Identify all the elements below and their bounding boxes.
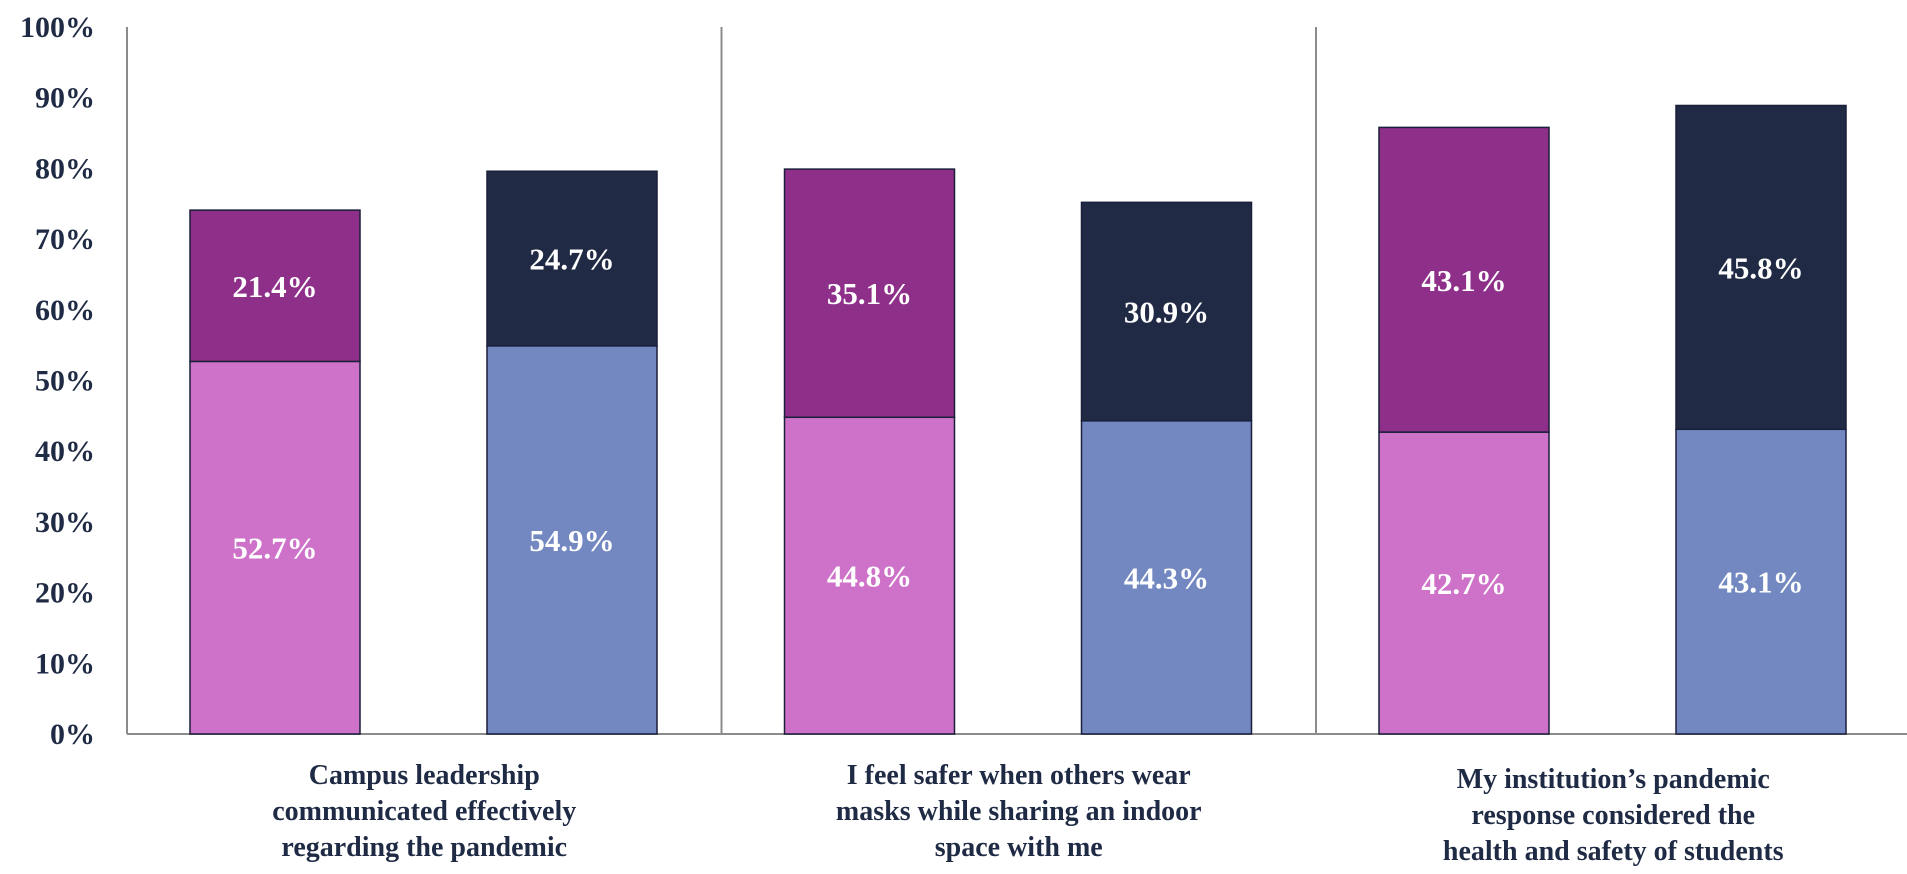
y-tick-label: 40% <box>35 435 95 468</box>
data-label: 43.1% <box>1421 263 1506 298</box>
data-label: 54.9% <box>529 523 614 558</box>
x-category-label: Campus leadership communicated effectivel… <box>184 758 664 866</box>
x-category-label-line: response considered the <box>1471 800 1756 831</box>
bar-segment-bottom <box>1378 431 1550 735</box>
data-label: 21.4% <box>232 269 317 304</box>
bar-segment-bottom <box>486 345 658 735</box>
data-label: 44.3% <box>1124 560 1209 595</box>
bar-segment-top <box>486 170 658 347</box>
data-label: 24.7% <box>529 242 614 277</box>
y-tick-label: 100% <box>20 11 95 44</box>
y-tick-label: 90% <box>35 82 95 115</box>
x-category-label-line: space with me <box>934 832 1103 863</box>
y-tick-label: 20% <box>35 577 95 610</box>
bar-segment-bottom <box>783 416 956 735</box>
bar-segment-bottom <box>1675 428 1847 735</box>
data-label: 35.1% <box>827 276 912 311</box>
x-category-label-line: My institution’s pandemic <box>1456 764 1770 795</box>
bar-segment-top <box>1675 104 1847 431</box>
bar-segment-bottom <box>1080 420 1253 735</box>
y-tick-label: 50% <box>35 365 95 398</box>
data-label: 30.9% <box>1124 295 1209 330</box>
x-category-label: My institution’s pandemic response consid… <box>1373 762 1853 870</box>
bar-segment-bottom <box>189 360 361 735</box>
x-category-label-line: masks while sharing an indoor <box>835 796 1202 827</box>
data-label: 45.8% <box>1718 250 1803 285</box>
y-tick-label: 70% <box>35 223 95 256</box>
x-category-label-line: I feel safer when others wear <box>846 760 1191 791</box>
data-label: 52.7% <box>232 531 317 566</box>
x-category-label-line: communicated effectively <box>272 796 577 827</box>
bar-segment-top <box>783 168 956 419</box>
y-tick-label: 80% <box>35 152 95 185</box>
x-category-label-line: health and safety of students <box>1442 836 1784 867</box>
bar-segment-top <box>189 209 361 363</box>
x-category-label-line: regarding the pandemic <box>281 832 568 863</box>
data-label: 42.7% <box>1421 566 1506 601</box>
bar-segment-top <box>1080 201 1253 422</box>
bar-segment-top <box>1378 126 1550 433</box>
y-tick-label: 30% <box>35 506 95 539</box>
y-tick-label: 0% <box>50 718 95 751</box>
y-tick-label: 60% <box>35 294 95 327</box>
data-label: 43.1% <box>1718 565 1803 600</box>
x-category-label: I feel safer when others wear masks while… <box>779 758 1259 866</box>
y-tick-label: 10% <box>35 647 95 680</box>
data-label: 44.8% <box>827 559 912 594</box>
x-category-label-line: Campus leadership <box>308 760 540 791</box>
